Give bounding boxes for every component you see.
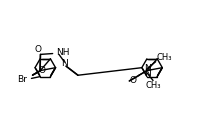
Text: N: N (61, 59, 68, 68)
Text: O: O (130, 76, 137, 85)
Text: N: N (144, 64, 151, 73)
Text: CH₃: CH₃ (146, 81, 161, 90)
Text: N: N (144, 69, 151, 78)
Text: O: O (38, 66, 45, 75)
Text: CH₃: CH₃ (157, 53, 172, 62)
Text: O: O (35, 45, 42, 54)
Text: Br: Br (17, 75, 27, 84)
Text: NH: NH (56, 48, 70, 57)
